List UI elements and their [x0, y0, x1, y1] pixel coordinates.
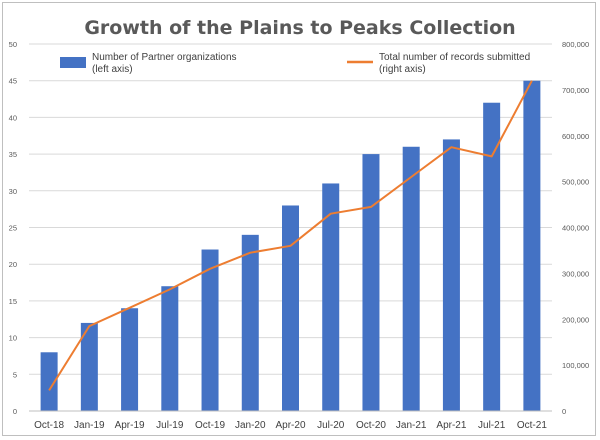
left-tick-label: 10	[9, 334, 17, 343]
right-tick-label: 500,000	[562, 178, 589, 187]
left-axis: 0 5 10 15 20 25 30 35 40 45 50	[9, 40, 17, 416]
left-tick-label: 30	[9, 187, 17, 196]
x-axis: Oct-18 Jan-19 Apr-19 Jul-19 Oct-19 Jan-20 Apr-…	[29, 410, 552, 431]
legend-label-records-line2: (right axis)	[379, 64, 426, 75]
left-tick-label: 35	[9, 150, 17, 159]
x-tick-label: Jan-20	[235, 420, 266, 431]
bar-Oct-21	[523, 80, 541, 411]
x-tick-label: Apr-19	[115, 420, 145, 431]
x-tick-label: Oct-20	[356, 420, 386, 431]
right-tick-label: 200,000	[562, 315, 589, 324]
right-tick-label: 0	[562, 407, 566, 416]
x-tick-label: Oct-21	[517, 420, 547, 431]
bar-Jul-20	[322, 183, 340, 411]
chart-title: Growth of the Plains to Peaks Collection	[84, 17, 515, 39]
bar-Oct-19	[201, 249, 219, 411]
line-series	[48, 80, 533, 391]
right-tick-label: 100,000	[562, 361, 589, 370]
right-tick-label: 600,000	[562, 132, 589, 141]
x-tick-label: Jul-21	[478, 420, 506, 431]
left-tick-label: 40	[9, 113, 17, 122]
bar-Apr-21	[442, 139, 460, 412]
bar-Jul-21	[483, 102, 501, 411]
bar-series	[40, 80, 541, 412]
bar-Jul-19	[161, 286, 179, 411]
left-tick-label: 15	[9, 297, 17, 306]
bar-Jan-21	[402, 146, 420, 411]
left-tick-label: 50	[9, 40, 17, 49]
legend-label-partners-line1: Number of Partner organizations	[92, 52, 237, 63]
right-axis: 0 100,000 200,000 300,000 400,000 500,000 600,…	[562, 40, 589, 416]
left-tick-label: 20	[9, 260, 17, 269]
right-tick-label: 800,000	[562, 40, 589, 49]
bar-Jan-20	[241, 234, 259, 411]
left-tick-label: 45	[9, 77, 17, 86]
x-tick-label: Jul-20	[317, 420, 345, 431]
bar-Oct-18	[40, 352, 58, 411]
x-tick-label: Oct-18	[34, 420, 64, 431]
left-tick-label: 5	[13, 370, 17, 379]
bar-Jan-19	[80, 322, 98, 411]
right-tick-label: 300,000	[562, 269, 589, 278]
bar-Oct-20	[362, 154, 380, 411]
legend: Number of Partner organizations (left ax…	[60, 52, 530, 75]
legend-label-records-line1: Total number of records submitted	[379, 52, 530, 63]
legend-label-partners-line2: (left axis)	[92, 64, 133, 75]
x-tick-label: Jan-21	[396, 420, 427, 431]
x-tick-label: Apr-20	[275, 420, 305, 431]
records-line	[48, 80, 533, 391]
left-tick-label: 0	[13, 407, 17, 416]
legend-swatch-partners	[60, 57, 86, 68]
right-tick-label: 400,000	[562, 224, 589, 233]
x-tick-label: Oct-19	[195, 420, 225, 431]
x-tick-label: Jul-19	[156, 420, 184, 431]
left-tick-label: 25	[9, 224, 17, 233]
bar-Apr-20	[282, 205, 299, 411]
x-tick-label: Apr-21	[436, 420, 466, 431]
x-tick-label: Jan-19	[74, 420, 105, 431]
right-tick-label: 700,000	[562, 86, 589, 95]
bar-Apr-19	[121, 308, 139, 411]
